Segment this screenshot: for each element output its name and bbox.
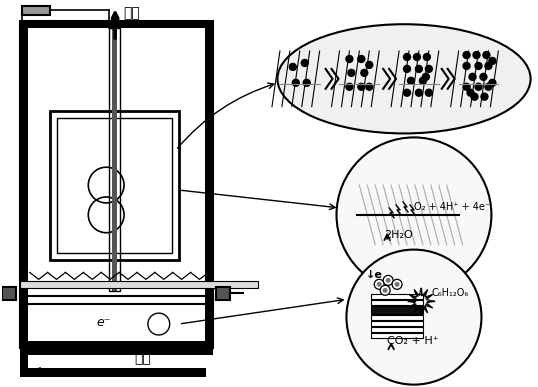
- Circle shape: [346, 83, 353, 90]
- Circle shape: [346, 55, 353, 62]
- Bar: [206, 21, 214, 304]
- Bar: [20, 341, 214, 348]
- Circle shape: [489, 79, 496, 86]
- Bar: [20, 348, 214, 355]
- Bar: [371, 300, 423, 305]
- Circle shape: [485, 62, 492, 69]
- Text: ↓e: ↓e: [366, 271, 383, 281]
- Bar: [49, 111, 179, 260]
- Circle shape: [377, 282, 381, 287]
- Bar: [109, 28, 120, 291]
- Bar: [112, 28, 117, 291]
- Bar: [216, 287, 230, 300]
- Ellipse shape: [278, 24, 530, 134]
- Circle shape: [392, 279, 402, 289]
- Circle shape: [404, 65, 410, 72]
- Circle shape: [148, 313, 169, 335]
- Circle shape: [358, 83, 365, 90]
- Bar: [206, 296, 214, 348]
- Circle shape: [471, 93, 478, 100]
- Text: 2H₂O: 2H₂O: [384, 229, 413, 240]
- Bar: [371, 333, 423, 338]
- Bar: [22, 6, 49, 15]
- Text: 进水: 进水: [134, 351, 151, 365]
- Text: O₂ + 4H⁺ + 4e⁻: O₂ + 4H⁺ + 4e⁻: [414, 202, 490, 212]
- Circle shape: [336, 137, 491, 292]
- Circle shape: [414, 53, 420, 60]
- Circle shape: [386, 278, 391, 283]
- Circle shape: [426, 65, 433, 72]
- Circle shape: [407, 77, 414, 84]
- Text: e⁻: e⁻: [96, 316, 111, 329]
- Bar: [20, 21, 214, 28]
- Circle shape: [303, 79, 310, 86]
- Bar: [20, 296, 28, 348]
- Circle shape: [463, 62, 470, 69]
- Bar: [20, 21, 28, 304]
- Circle shape: [366, 62, 373, 68]
- Circle shape: [404, 53, 410, 60]
- Circle shape: [467, 89, 474, 96]
- Circle shape: [404, 89, 410, 96]
- Bar: [28, 368, 207, 377]
- Circle shape: [485, 83, 492, 90]
- Text: C₆H₁₂O₆: C₆H₁₂O₆: [432, 288, 469, 298]
- Circle shape: [489, 58, 496, 64]
- Circle shape: [380, 285, 390, 295]
- Circle shape: [394, 282, 400, 287]
- Bar: [2, 287, 16, 300]
- Bar: [20, 21, 214, 304]
- Circle shape: [292, 79, 299, 86]
- Text: 出水: 出水: [123, 6, 140, 20]
- Circle shape: [289, 63, 296, 70]
- Circle shape: [415, 89, 422, 96]
- Circle shape: [481, 93, 488, 100]
- Bar: [56, 118, 172, 253]
- Circle shape: [423, 53, 430, 60]
- Circle shape: [426, 89, 433, 96]
- Bar: [371, 321, 423, 326]
- Circle shape: [463, 51, 470, 58]
- Circle shape: [483, 51, 490, 58]
- Circle shape: [361, 69, 368, 76]
- Bar: [20, 281, 258, 288]
- Circle shape: [420, 77, 426, 84]
- Bar: [371, 315, 423, 320]
- Bar: [20, 355, 28, 377]
- Circle shape: [463, 83, 470, 90]
- Circle shape: [348, 69, 355, 76]
- Circle shape: [374, 279, 384, 289]
- Circle shape: [469, 74, 476, 80]
- Bar: [371, 327, 423, 332]
- Circle shape: [422, 74, 429, 80]
- Circle shape: [473, 51, 480, 58]
- Circle shape: [383, 288, 388, 293]
- Bar: [371, 294, 423, 299]
- Circle shape: [475, 62, 482, 69]
- Bar: [371, 306, 423, 314]
- Circle shape: [383, 276, 393, 285]
- Text: CO₂ + H⁺: CO₂ + H⁺: [387, 336, 439, 346]
- Bar: [20, 296, 214, 348]
- Circle shape: [366, 83, 373, 90]
- Circle shape: [358, 55, 365, 62]
- Circle shape: [480, 74, 487, 80]
- Circle shape: [415, 65, 422, 72]
- Circle shape: [346, 250, 482, 385]
- Circle shape: [301, 60, 308, 67]
- Circle shape: [475, 83, 482, 90]
